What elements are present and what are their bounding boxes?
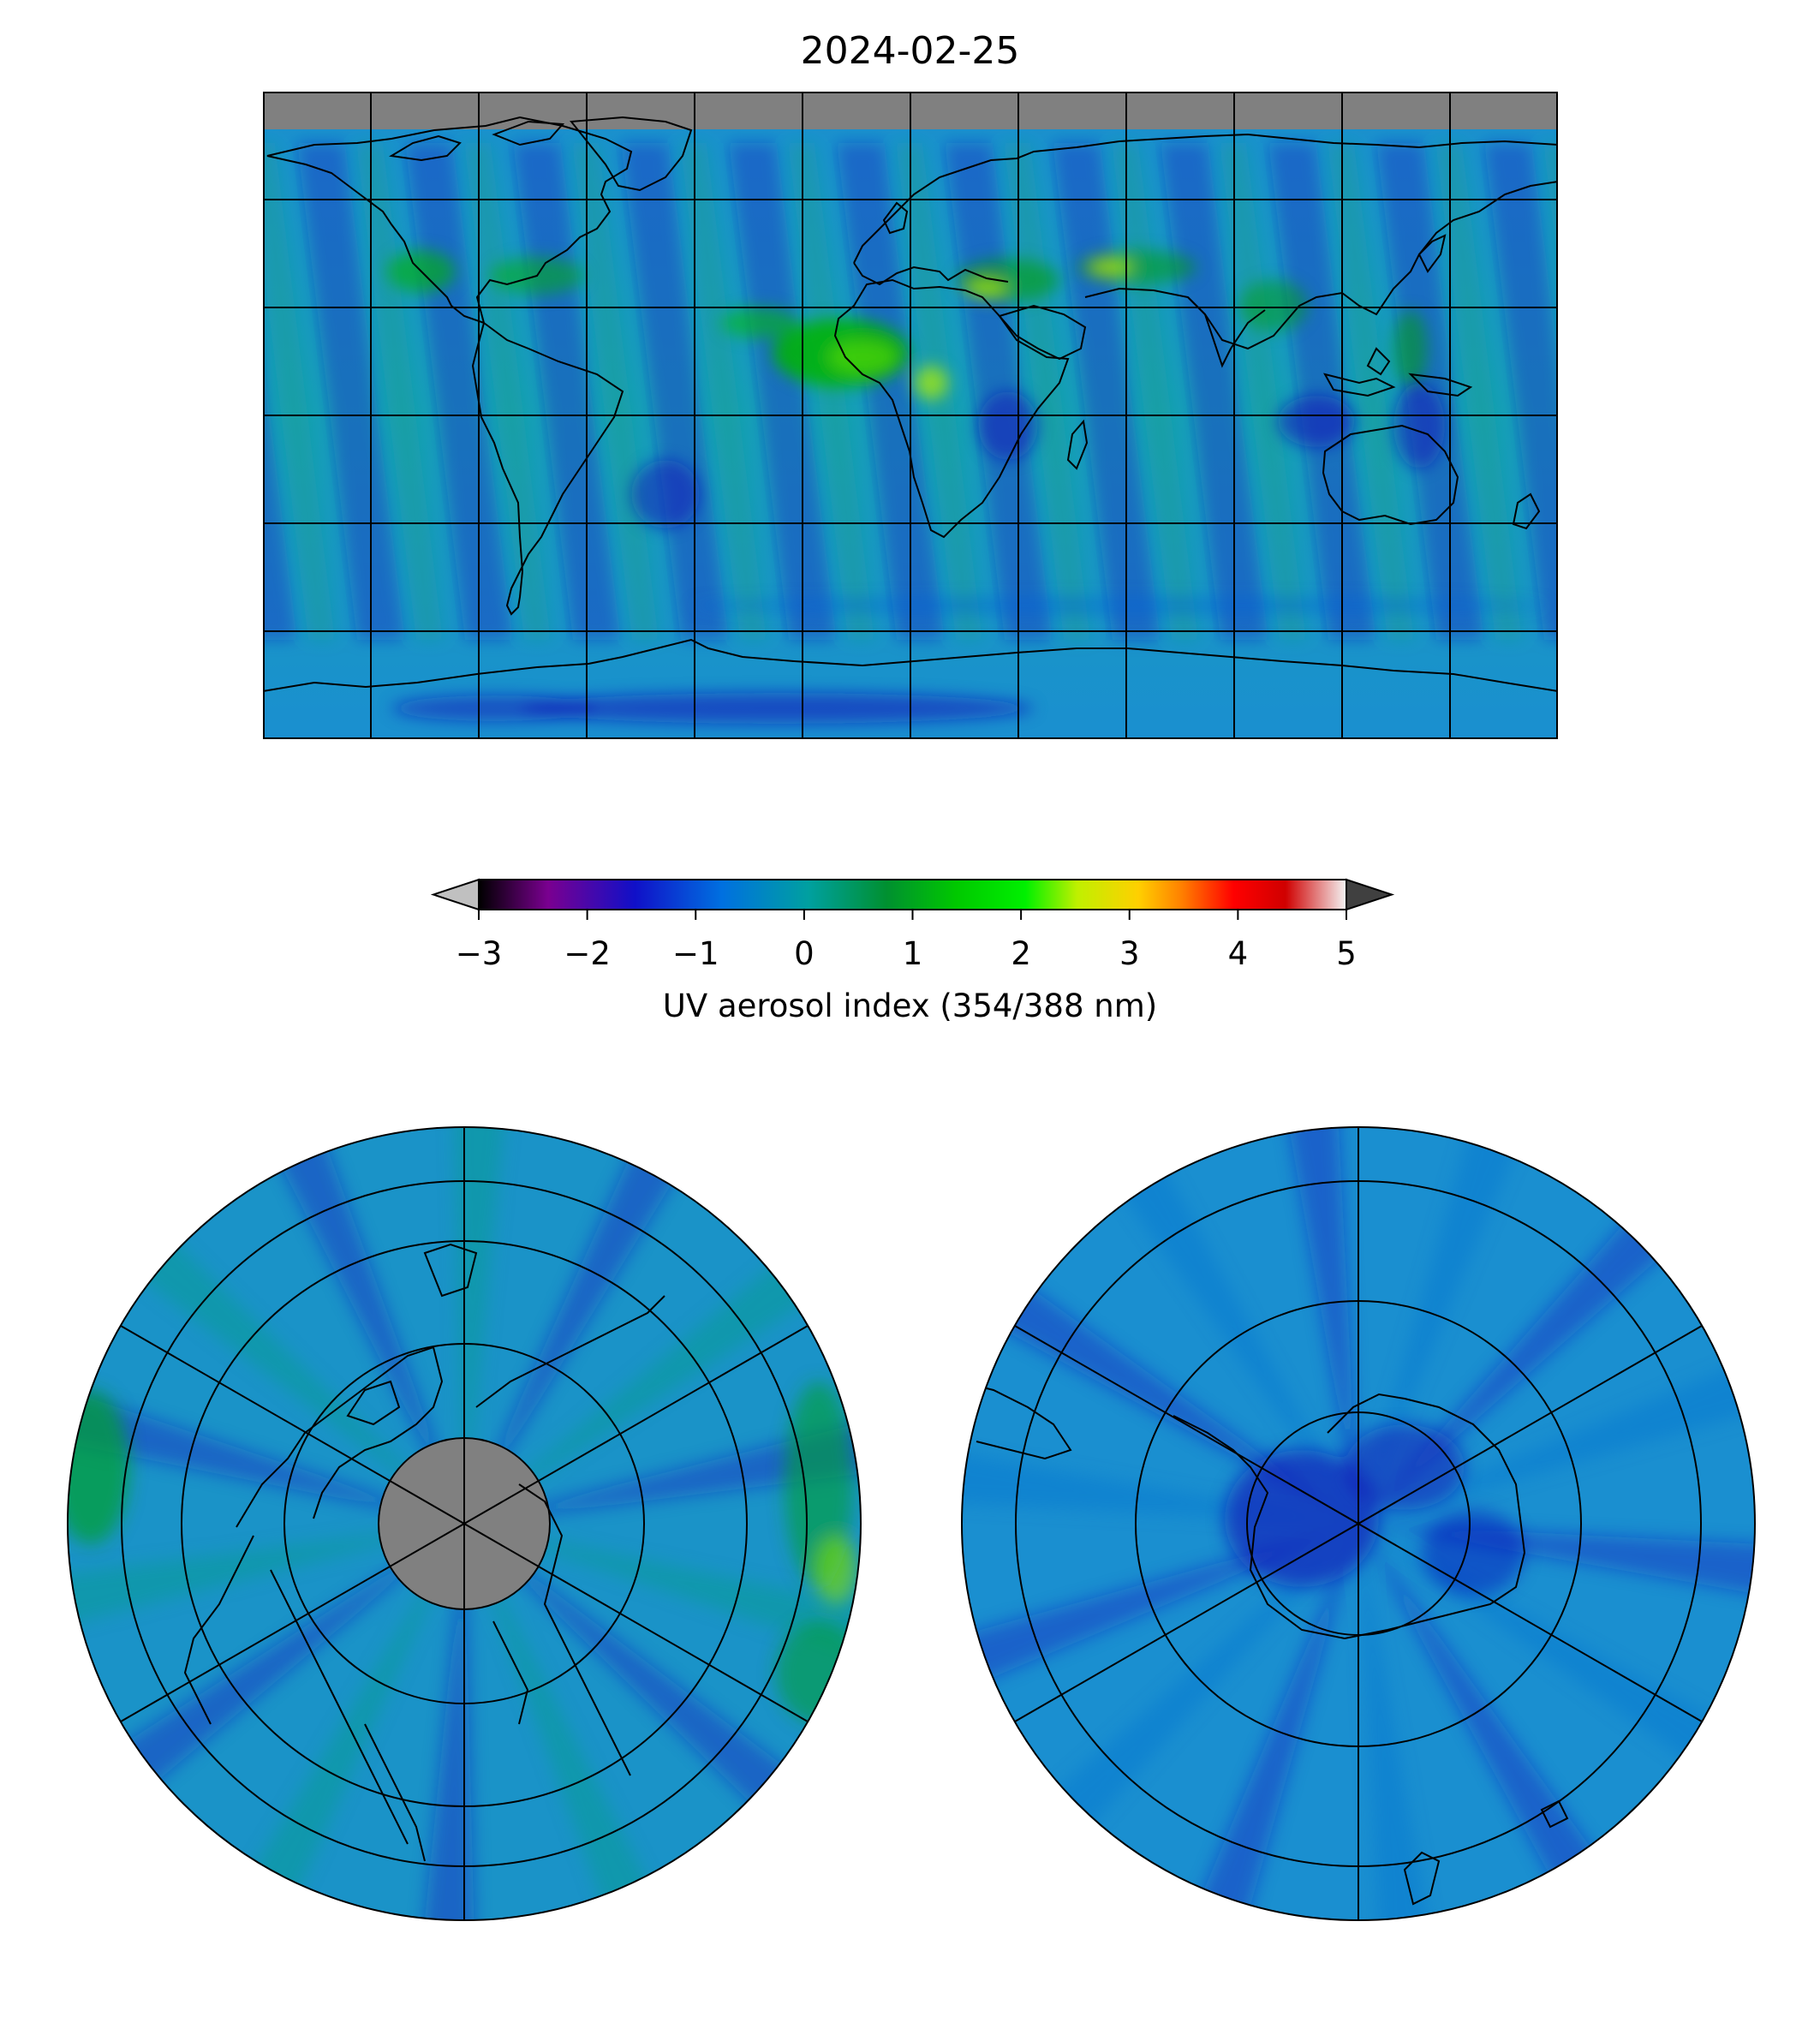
radial-swath: [464, 1524, 861, 1666]
colorbar-tick-label: 0: [794, 935, 815, 972]
swath-stripe: [1220, 143, 1306, 640]
radial-swath: [261, 1127, 464, 1524]
swath-stripe: [621, 143, 728, 640]
swath-stripe: [837, 143, 944, 640]
radial-swath: [90, 1524, 464, 1811]
colorbar-over-extension: [1346, 878, 1395, 911]
north-polar-map: [67, 1126, 862, 1921]
global-map-frame: [263, 92, 1558, 739]
south-polar-map: [961, 1126, 1756, 1921]
radial-swath: [420, 1524, 475, 1920]
radial-swath: [453, 1127, 509, 1524]
colorbar-tick-label: −2: [564, 935, 611, 972]
radial-swath: [1184, 1524, 1358, 1920]
radial-swath: [464, 1127, 696, 1524]
swath-stripe: [1436, 143, 1522, 640]
radial-swath: [1358, 1127, 1532, 1524]
swath-stripe: [1328, 143, 1414, 640]
swath-stripe: [263, 362, 296, 640]
radial-swath: [464, 1524, 667, 1920]
swath-stripe: [357, 143, 443, 640]
south-map-frame: [961, 1126, 1756, 1921]
north-gridlines: [120, 1127, 809, 1920]
swath-stripe: [1268, 143, 1375, 640]
radial-swath: [1358, 1351, 1755, 1524]
colorbar-tick-label: −3: [455, 935, 503, 972]
radial-swath: [68, 1381, 464, 1524]
swath-stripe: [1484, 143, 1558, 640]
colorbar: [430, 878, 1395, 920]
colorbar-tick-marks: [478, 910, 1347, 920]
radial-swath: [1099, 1132, 1358, 1524]
swath-stripe: [729, 143, 836, 640]
radial-swath: [464, 1237, 838, 1524]
radial-swath: [967, 1263, 1358, 1524]
colorbar-tick-label: −1: [671, 935, 719, 972]
global-coastlines: [263, 116, 1558, 692]
swath-stripe: [263, 143, 335, 640]
radial-swath: [1281, 1127, 1358, 1524]
north-radial-swaths: [68, 1127, 861, 1920]
swath-stripe: [789, 143, 874, 640]
colorbar-tick-label: 1: [902, 935, 923, 972]
swath-stripe: [681, 143, 767, 640]
south-coastlines: [962, 1381, 1569, 1906]
radial-swath: [464, 1524, 820, 1835]
swath-stripe: [465, 143, 551, 640]
swath-stripe: [297, 143, 404, 640]
south-gridlines: [1014, 1127, 1703, 1920]
north-map-frame: [67, 1126, 862, 1921]
colorbar-tick-label: 5: [1336, 935, 1357, 972]
radial-swath: [1024, 1524, 1358, 1858]
global-map: [263, 92, 1558, 739]
colorbar-under-extension: [430, 878, 480, 911]
map-title: 2024-02-25: [800, 29, 1020, 73]
colorbar-gradient: [478, 879, 1347, 910]
colorbar-label: UV aerosol index (354/388 nm): [662, 988, 1158, 1024]
global-low-index-areas: [391, 383, 1548, 724]
colorbar-tick-label: 4: [1227, 935, 1249, 972]
swath-stripe: [573, 143, 659, 640]
radial-swath: [68, 1524, 464, 1634]
colorbar-tick-label: 2: [1011, 935, 1031, 972]
colorbar-tick-label: 3: [1119, 935, 1140, 972]
global-gridlines: [263, 92, 1558, 739]
